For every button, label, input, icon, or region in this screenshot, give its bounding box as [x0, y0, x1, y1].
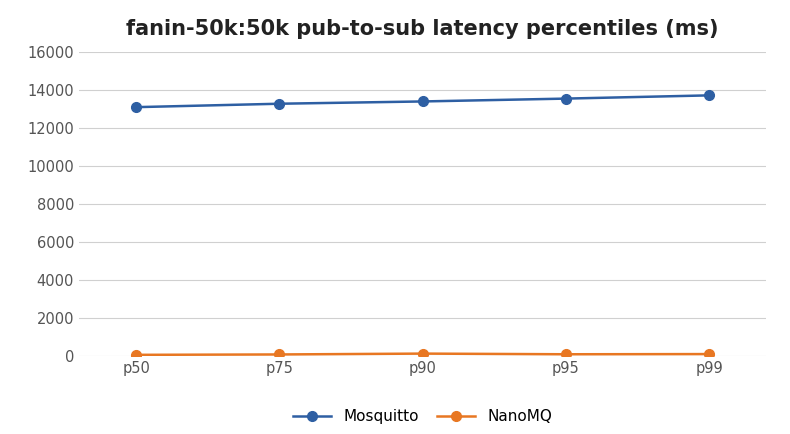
NanoMQ	[418, 351, 427, 356]
Mosquitto	[704, 93, 713, 98]
Mosquitto	[275, 101, 284, 106]
Mosquitto	[418, 99, 427, 104]
Line: NanoMQ: NanoMQ	[131, 349, 714, 360]
Mosquitto	[561, 96, 570, 101]
NanoMQ	[704, 352, 713, 357]
NanoMQ	[561, 352, 570, 357]
Title: fanin-50k:50k pub-to-sub latency percentiles (ms): fanin-50k:50k pub-to-sub latency percent…	[126, 20, 719, 39]
NanoMQ	[131, 352, 141, 358]
NanoMQ	[275, 352, 284, 357]
Mosquitto	[131, 105, 141, 110]
Line: Mosquitto: Mosquitto	[131, 91, 714, 112]
Legend: Mosquitto, NanoMQ: Mosquitto, NanoMQ	[287, 403, 559, 430]
